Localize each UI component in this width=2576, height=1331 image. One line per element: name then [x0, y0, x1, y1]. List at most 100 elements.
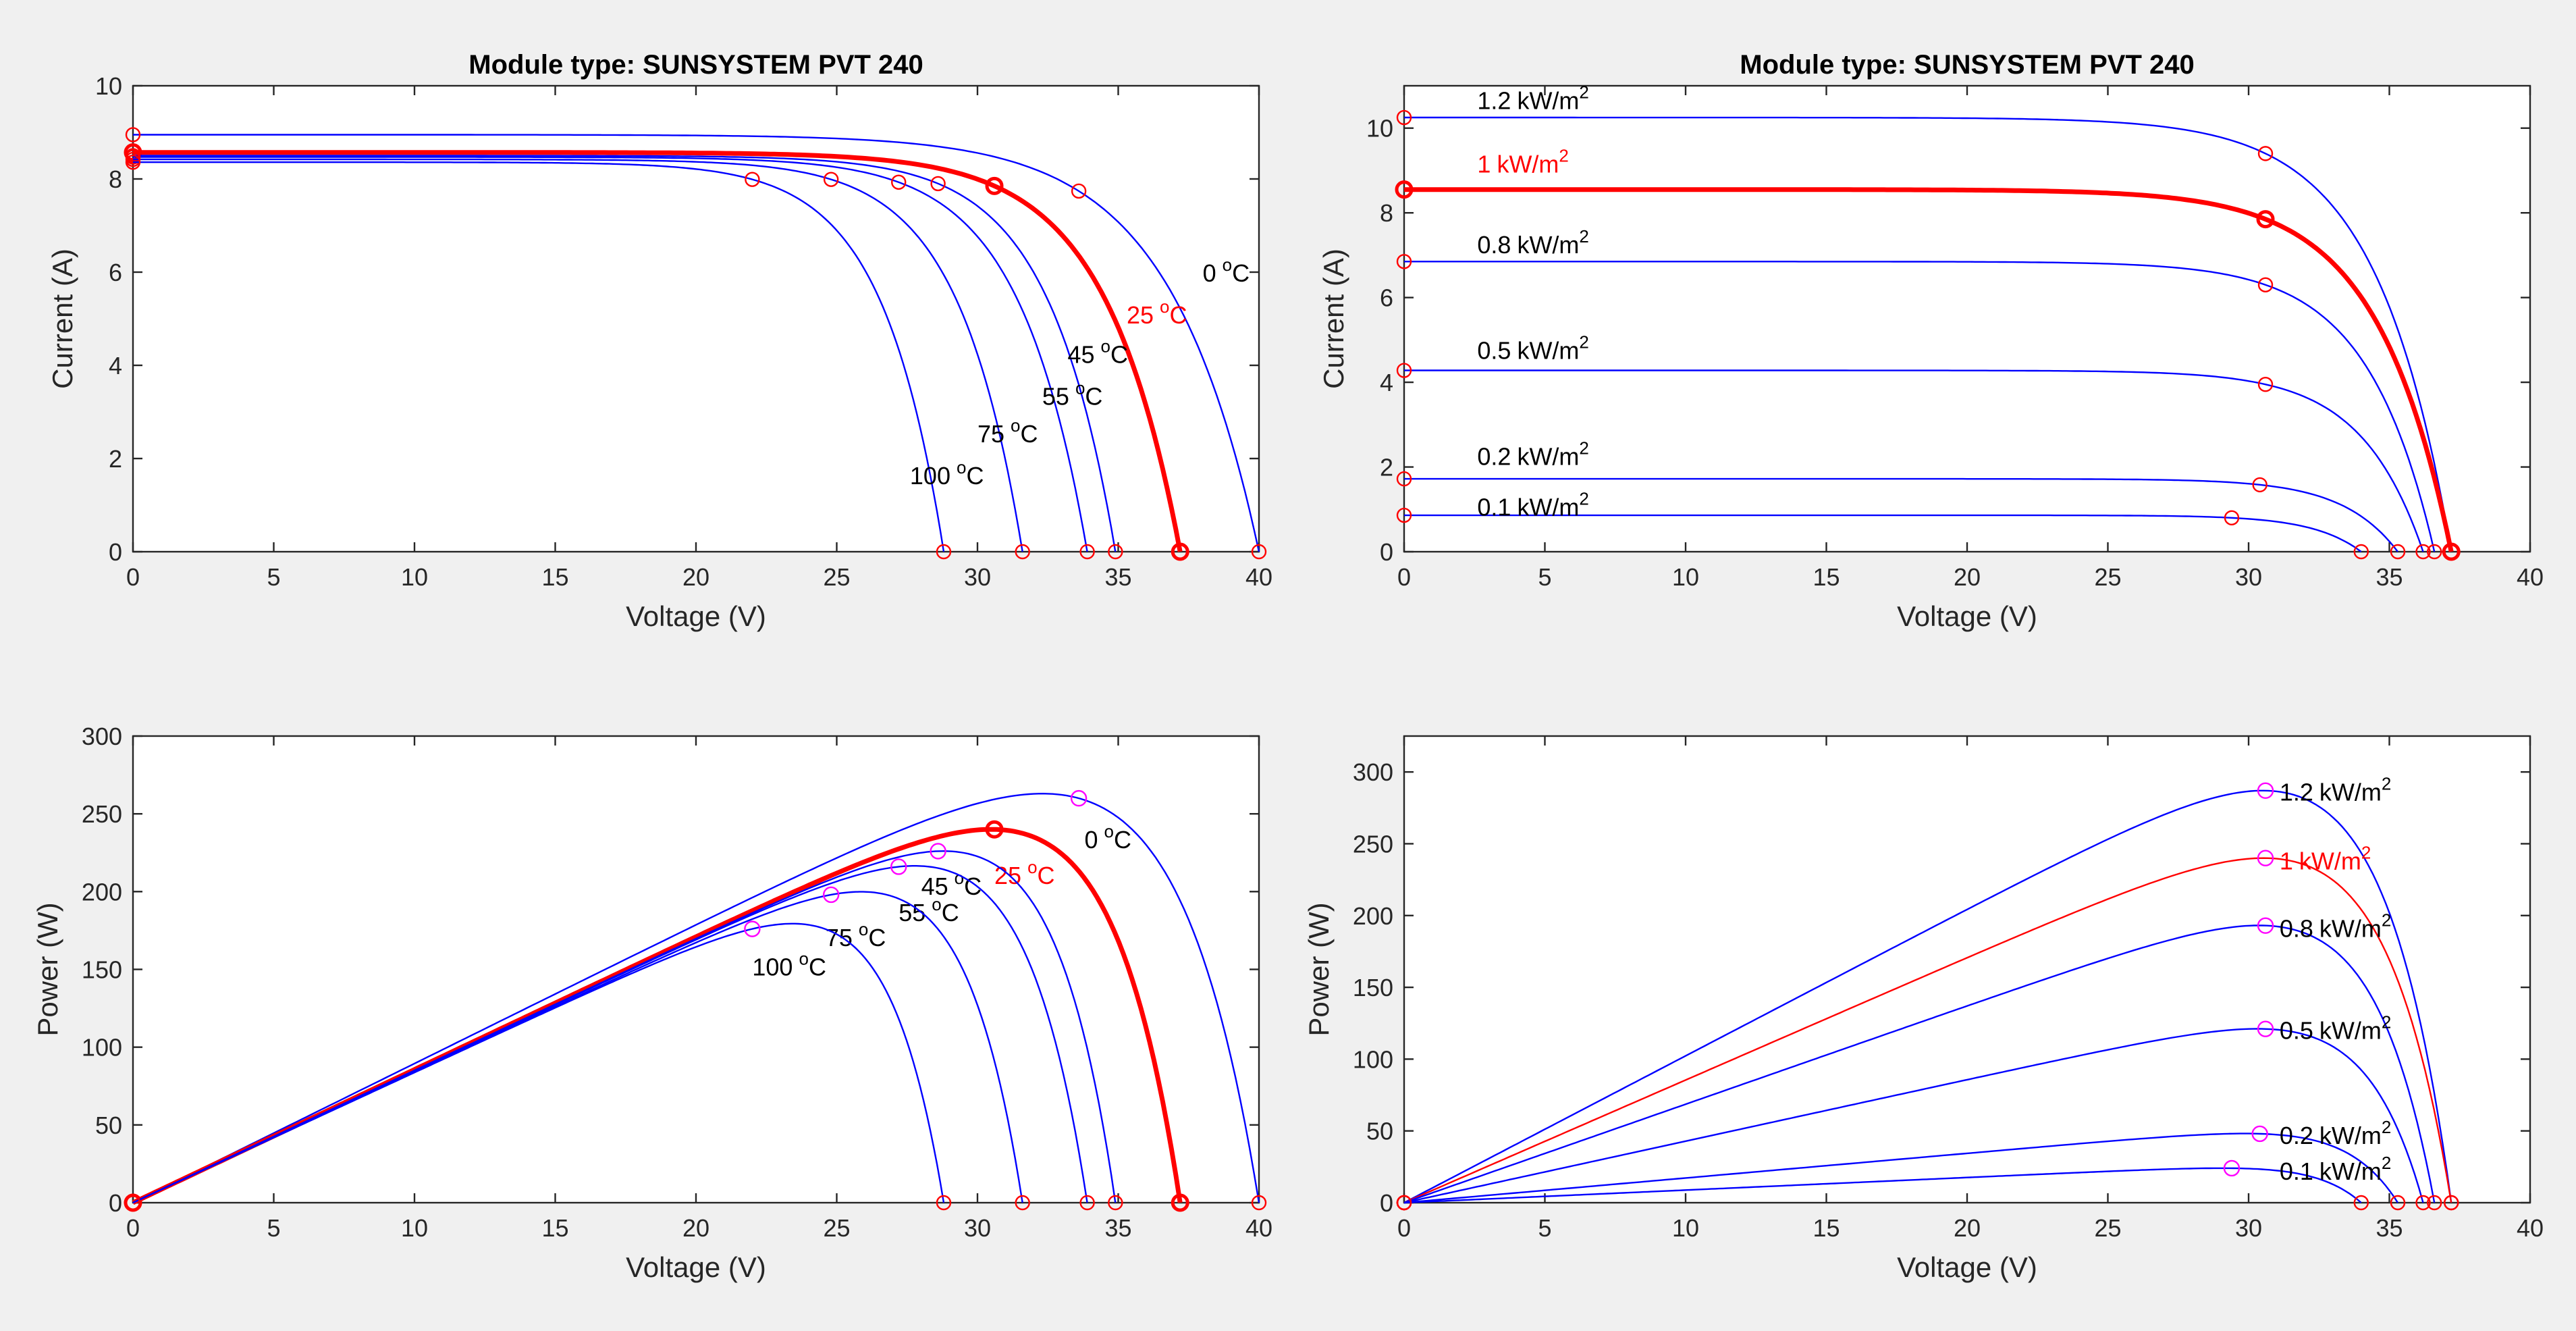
voc-marker: [2427, 1195, 2442, 1211]
curve-label-value: 0: [1084, 826, 1098, 854]
curve-label-unit: kW/m: [2319, 779, 2382, 806]
iv-curve: [1404, 514, 2362, 552]
voc-marker: [2415, 544, 2431, 560]
x-tick-label: 35: [1104, 563, 1131, 591]
x-axis-label: Voltage (V): [626, 1251, 766, 1283]
isc-marker: [1396, 109, 1412, 126]
y-tick-label: 0: [1380, 1189, 1393, 1217]
curve-label-exponent: 2: [1579, 332, 1588, 353]
curve-label-exponent: 2: [2382, 1117, 2391, 1137]
curve-label: 75 oC: [977, 415, 1038, 448]
mpp-marker: [891, 174, 907, 190]
x-tick-label: 20: [1954, 1214, 1981, 1242]
pmax-marker: [930, 843, 946, 860]
curve-label: 0.2 kW/m2: [2280, 1117, 2391, 1149]
voc-marker: [1108, 544, 1123, 560]
iv-curve: [1404, 116, 2452, 552]
curve-label-unit: C: [942, 899, 959, 927]
voc-marker: [936, 1195, 952, 1211]
y-tick-label: 2: [1380, 454, 1393, 481]
irradiance-iv-panel: 0 5 10 15 20 25 30 35 40 0 2 4 6 8 10 Voltage (V) Curren…: [1318, 50, 2544, 632]
iv-curve: [133, 156, 1088, 552]
x-tick-label: 5: [267, 1214, 280, 1242]
curve-label-value: 25: [1127, 301, 1154, 329]
curve-label-degree: o: [1223, 255, 1232, 275]
y-tick-label: 6: [1380, 284, 1393, 312]
y-axis-label: Current (A): [47, 249, 78, 389]
x-axis-label: Voltage (V): [1897, 600, 2037, 632]
voc-marker: [1108, 1195, 1123, 1211]
x-tick-label: 10: [1672, 563, 1699, 591]
x-tick-label: 40: [1245, 1214, 1272, 1242]
iv-curve: [133, 134, 1260, 552]
mpp-marker: [2252, 477, 2268, 493]
curve-label-value: 75: [826, 924, 853, 951]
chart-title: Module type: SUNSYSTEM PVT 240: [1740, 50, 2194, 80]
curve-label-unit: C: [868, 924, 886, 951]
curve-label-unit: C: [1114, 826, 1131, 854]
curve-label-degree: o: [1100, 336, 1110, 357]
curve-label-value: 0.8: [1477, 231, 1511, 259]
isc-marker: [1396, 363, 1412, 378]
curve-label-value: 100: [752, 954, 793, 981]
curve-label-unit: kW/m: [1497, 151, 1559, 178]
curve-label-value: 0.5: [2280, 1017, 2313, 1045]
curve-label-exponent: 2: [2382, 1153, 2391, 1173]
x-tick-label: 25: [2094, 563, 2121, 591]
y-tick-label: 250: [1353, 830, 1393, 858]
curve-label-degree: o: [957, 457, 966, 477]
curve-label-value: 100: [910, 462, 950, 490]
curve-label: 0.5 kW/m2: [2280, 1012, 2391, 1045]
mpp-marker: [2224, 510, 2240, 526]
pmax-marker: [890, 858, 907, 875]
power-curve: [1403, 857, 2452, 1204]
x-tick-label: 30: [964, 1214, 991, 1242]
curve-label-unit: C: [964, 872, 982, 900]
y-tick-label: 200: [1353, 902, 1393, 930]
curve-label-unit: kW/m: [2299, 847, 2361, 875]
x-tick-label: 15: [541, 1214, 568, 1242]
isc-marker: [125, 154, 141, 170]
temperature-power-panel: 0 5 10 15 20 25 30 35 40050100150200250300Voltag…: [32, 723, 1272, 1283]
curve-label: 1 kW/m2: [2280, 843, 2371, 875]
origin-marker: [125, 1195, 141, 1211]
origin-marker: [1396, 1195, 1412, 1211]
pmax-marker: [822, 886, 840, 904]
x-tick-label: 15: [1813, 563, 1840, 591]
x-tick-label: 25: [823, 563, 850, 591]
x-tick-label: 25: [823, 1214, 850, 1242]
curve-label-exponent: 2: [1579, 82, 1588, 103]
curve-label-degree: o: [932, 894, 941, 914]
curve-label: 0.5 kW/m2: [1477, 332, 1588, 365]
power-curve: [1403, 1167, 2362, 1204]
x-axis-label: Voltage (V): [1897, 1251, 2037, 1283]
curve-label-unit: kW/m: [1517, 87, 1579, 115]
x-tick-label: 35: [1104, 1214, 1131, 1242]
y-tick-label: 0: [109, 538, 122, 566]
x-tick-label: 0: [126, 563, 140, 591]
y-tick-label: 8: [109, 165, 122, 193]
y-tick-label: 100: [82, 1034, 122, 1062]
power-curve: [1403, 1028, 2424, 1204]
curve-label: 100 oC: [752, 949, 826, 981]
voc-marker: [2353, 544, 2369, 560]
curve-label: 0.8 kW/m2: [1477, 226, 1588, 259]
x-tick-label: 40: [1245, 563, 1272, 591]
curve-label-degree: o: [955, 868, 964, 888]
curve-label-value: 0.2: [1477, 442, 1511, 470]
iv-curve: [133, 158, 1023, 552]
curve-label-value: 25: [994, 862, 1021, 889]
y-tick-label: 100: [1353, 1045, 1393, 1073]
curve-label: 0 oC: [1203, 255, 1250, 287]
x-tick-label: 20: [682, 1214, 709, 1242]
curve-label: 0 oC: [1084, 821, 1131, 854]
curve-label-value: 0.8: [2280, 915, 2313, 943]
curve-label-degree: o: [1104, 821, 1113, 841]
voc-marker: [1015, 544, 1030, 560]
curve-label-value: 0: [1203, 259, 1216, 287]
pmax-marker: [2223, 1159, 2240, 1177]
curve-label: 45 oC: [921, 868, 982, 900]
x-tick-label: 5: [1538, 1214, 1551, 1242]
x-tick-label: 10: [1672, 1214, 1699, 1242]
temperature-iv-panel: 0 5 10 15 20 25 30 35 40 0 2 4 6 8 10 Voltage (V) Curren…: [47, 50, 1272, 632]
